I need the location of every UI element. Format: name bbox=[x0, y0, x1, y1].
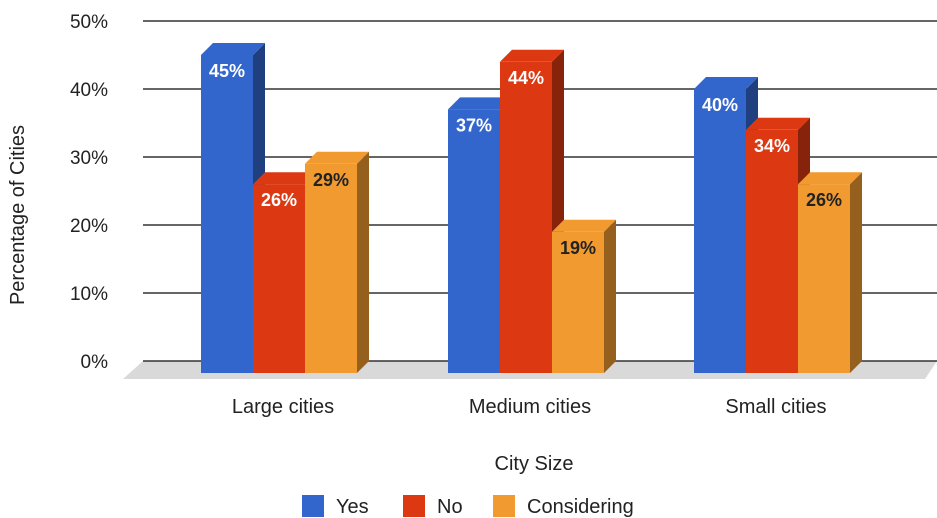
y-tick-label: 0% bbox=[81, 352, 109, 373]
y-axis-ticks: 0% 10% 20% 30% 40% 50% bbox=[70, 12, 108, 373]
legend-swatch bbox=[493, 495, 515, 517]
legend-item: Yes bbox=[302, 495, 369, 518]
x-axis-title: City Size bbox=[495, 453, 574, 475]
bar-front bbox=[201, 55, 253, 373]
bar-front bbox=[694, 89, 746, 373]
bar-top bbox=[746, 117, 810, 130]
bar-top bbox=[500, 49, 564, 62]
data-labels: 45% 26% 29% 37% 44% 19% 40% 34% 26% bbox=[209, 61, 842, 258]
legend-swatch bbox=[403, 495, 425, 517]
bar-front bbox=[746, 129, 798, 373]
bar-side bbox=[850, 172, 862, 373]
data-label: 26% bbox=[806, 190, 842, 210]
legend-label: No bbox=[437, 496, 463, 518]
bar bbox=[500, 49, 564, 374]
bars bbox=[201, 43, 862, 374]
x-tick-label: Large cities bbox=[232, 396, 334, 418]
data-label: 44% bbox=[508, 68, 544, 88]
bar-top bbox=[201, 43, 265, 55]
data-label: 19% bbox=[560, 238, 596, 258]
bar-top bbox=[253, 172, 317, 185]
y-tick-label: 50% bbox=[70, 12, 108, 33]
data-label: 26% bbox=[261, 190, 297, 210]
legend-item: Considering bbox=[493, 495, 634, 518]
y-axis-title: Percentage of Cities bbox=[7, 125, 29, 305]
legend-label: Yes bbox=[336, 496, 369, 518]
bar-top bbox=[552, 219, 616, 232]
legend-swatch bbox=[302, 495, 324, 517]
bar bbox=[305, 151, 369, 373]
bar-top bbox=[694, 77, 758, 89]
bar bbox=[448, 97, 512, 374]
bar-front bbox=[798, 184, 850, 373]
legend-label: Considering bbox=[527, 496, 634, 518]
bar bbox=[552, 219, 616, 373]
bar-front bbox=[305, 163, 357, 373]
bar-top bbox=[798, 172, 862, 185]
bar-front bbox=[253, 184, 305, 373]
bar-front bbox=[448, 109, 500, 374]
bar bbox=[798, 172, 862, 373]
bar bbox=[201, 43, 265, 373]
bar-front bbox=[500, 61, 552, 374]
y-tick-label: 10% bbox=[70, 284, 108, 305]
data-label: 34% bbox=[754, 136, 790, 156]
y-tick-label: 20% bbox=[70, 216, 108, 237]
bar-side bbox=[604, 219, 616, 373]
x-axis-categories: Large cities Medium cities Small cities bbox=[232, 396, 827, 418]
data-label: 29% bbox=[313, 170, 349, 190]
x-tick-label: Medium cities bbox=[469, 396, 591, 418]
legend: Yes No Considering bbox=[302, 495, 634, 518]
data-label: 37% bbox=[456, 115, 492, 135]
bar-front bbox=[552, 231, 604, 373]
y-tick-label: 30% bbox=[70, 148, 108, 169]
legend-item: No bbox=[403, 495, 463, 518]
y-tick-label: 40% bbox=[70, 80, 108, 101]
bar-top bbox=[305, 151, 369, 164]
data-label: 45% bbox=[209, 61, 245, 81]
bar-side bbox=[357, 151, 369, 373]
x-tick-label: Small cities bbox=[725, 396, 826, 418]
data-label: 40% bbox=[702, 95, 738, 115]
bar-top bbox=[448, 97, 512, 110]
